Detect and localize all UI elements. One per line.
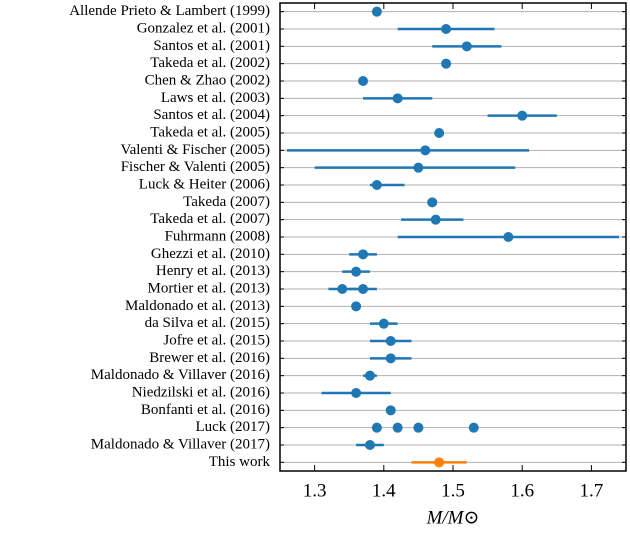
- point: [385, 353, 396, 364]
- point: [371, 422, 382, 433]
- y-tick-label: Takeda et al. (2002): [150, 55, 270, 71]
- plot-frame: [279, 2, 627, 472]
- point: [441, 24, 452, 34]
- point: [420, 145, 431, 156]
- y-tick-label: Ghezzi et al. (2010): [151, 246, 270, 262]
- x-tick-label: 1.4: [372, 480, 396, 501]
- y-tick-label: Takeda et al. (2007): [150, 211, 270, 227]
- point: [358, 76, 369, 86]
- point: [461, 41, 472, 52]
- y-tick-label: Luck (2017): [195, 419, 270, 435]
- y-tick-label: Santos et al. (2004): [153, 107, 270, 123]
- point: [503, 232, 514, 242]
- y-tick-label: Jofre et al. (2015): [163, 332, 270, 348]
- point: [427, 197, 438, 208]
- y-tick-label: Mortier et al. (2013): [148, 280, 270, 296]
- point: [337, 284, 348, 294]
- y-tick-label: Takeda (2007): [183, 194, 270, 210]
- point: [517, 110, 528, 121]
- y-tick-label: Niedzilski et al. (2016): [132, 384, 270, 400]
- point: [385, 336, 396, 346]
- y-tick-label: Fuhrmann (2008): [165, 228, 270, 244]
- point: [378, 318, 389, 329]
- y-tick-label: Santos et al. (2001): [153, 38, 270, 54]
- point: [434, 457, 445, 468]
- y-tick-label: Luck & Heiter (2006): [139, 176, 270, 192]
- x-axis-label: M/M⊙: [426, 507, 480, 528]
- point: [392, 93, 403, 104]
- y-tick-label: Gonzalez et al. (2001): [137, 20, 270, 36]
- x-tick-label: 1.7: [580, 480, 604, 501]
- point: [392, 422, 403, 433]
- y-tick-label: Chen & Zhao (2002): [145, 72, 270, 88]
- point: [358, 284, 369, 294]
- point: [413, 162, 424, 173]
- y-tick-label: This work: [209, 454, 271, 470]
- point: [434, 128, 445, 138]
- y-tick-label: Maldonado et al. (2013): [125, 298, 270, 314]
- y-tick-label: Allende Prieto & Lambert (1999): [69, 3, 270, 19]
- point: [351, 301, 362, 312]
- y-tick-label: Laws et al. (2003): [161, 90, 270, 106]
- y-tick-label: Brewer et al. (2016): [149, 350, 270, 366]
- y-tick-label: da Silva et al. (2015): [145, 315, 270, 331]
- y-tick-label: Fischer & Valenti (2005): [121, 159, 270, 175]
- point: [364, 370, 375, 381]
- y-tick-label: Takeda et al. (2005): [150, 124, 270, 140]
- point: [364, 440, 375, 450]
- point: [351, 266, 362, 277]
- x-tick-label: 1.6: [510, 480, 534, 501]
- point: [430, 214, 441, 225]
- point: [358, 249, 369, 260]
- point: [385, 405, 396, 416]
- x-tick-label: 1.3: [303, 480, 327, 501]
- point: [351, 388, 362, 398]
- point: [468, 422, 479, 433]
- point: [441, 58, 452, 69]
- y-tick-label: Maldonado & Villaver (2017): [91, 436, 270, 452]
- y-tick-label: Henry et al. (2013): [156, 263, 270, 279]
- point: [371, 6, 382, 17]
- x-tick-label: 1.5: [441, 480, 465, 501]
- y-tick-label: Maldonado & Villaver (2016): [91, 367, 270, 383]
- point: [413, 422, 424, 433]
- y-tick-label: Valenti & Fischer (2005): [120, 142, 270, 158]
- point: [371, 180, 382, 190]
- y-tick-label: Bonfanti et al. (2016): [141, 402, 270, 418]
